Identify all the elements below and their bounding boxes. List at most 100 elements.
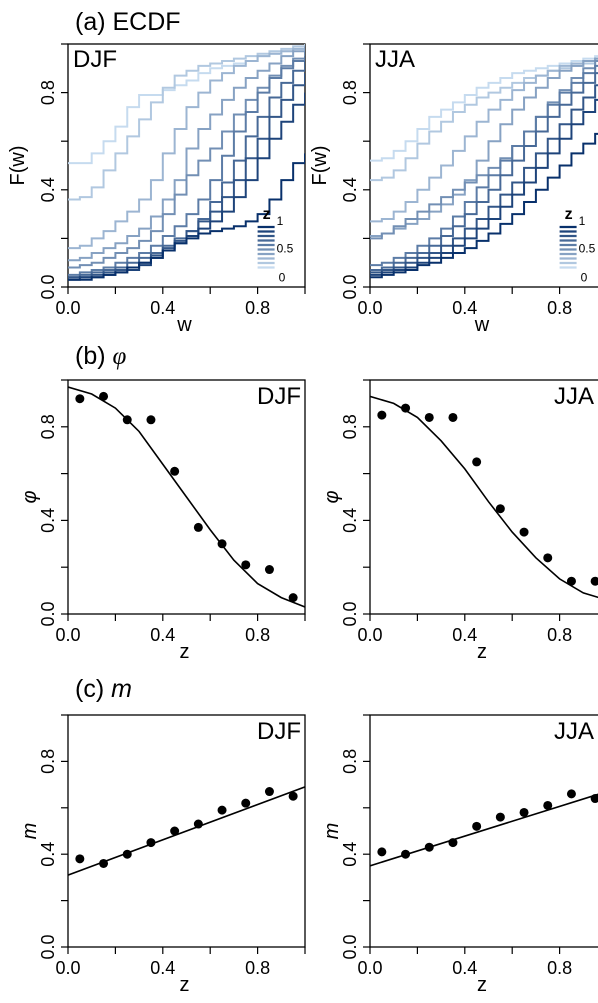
ecdf-djf-ytick-label: 0.4 [38,177,58,202]
m-djf-ytick-label: 0.8 [38,749,58,774]
phi-djf-xlabel: z [180,641,190,663]
phi-jja-ytick-label: 0.0 [340,601,360,626]
m-jja-plot-area [370,789,598,865]
ecdf-jja-ytick-label: 0.8 [340,80,360,105]
ecdf-jja-series-z0.85 [370,88,598,275]
m-djf-point [218,806,227,815]
m-jja-point [472,822,481,831]
m-jja-point [401,850,410,859]
m-jja-xtick-label: 0.8 [547,958,572,978]
phi-djf-point [289,593,298,602]
ecdf-jja-xtick-label: 0.4 [452,298,477,318]
m-jja-season-label: JJA [554,718,594,745]
ecdf-jja-series-z0.55 [370,61,598,265]
phi-djf-season-label: DJF [257,383,301,410]
m-jja-point [567,789,576,798]
phi-djf-ylabel: φ [19,490,41,503]
m-jja-point [425,843,434,852]
ecdf-jja-chart: 0.0 0.4 0.8 0.0 0.4 0.8 w F(w) z 1 0.5 0 JJA [309,44,598,336]
phi-jja-xlabel: z [477,641,487,663]
m-djf-point [75,854,84,863]
phi-jja-xtick-label: 0.8 [547,625,572,645]
ecdf-jja-legend-label: 0.5 [579,241,596,255]
ecdf-djf-xtick-label: 0.8 [245,298,270,318]
phi-djf-point [123,415,132,424]
phi-jja-point [520,528,529,537]
phi-djf-xtick-label: 0.4 [150,625,175,645]
m-djf-ytick-label: 0.0 [38,934,58,959]
m-jja-point [448,838,457,847]
phi-jja-xtick-label: 0.4 [452,625,477,645]
m-djf-plot-area [68,787,305,875]
m-djf-xtick-label: 0.0 [55,958,80,978]
m-djf-point [289,792,298,801]
ecdf-djf-xtick-label: 0.4 [150,298,175,318]
m-jja-point [591,794,598,803]
m-jja-ytick-label: 0.4 [340,842,360,867]
panel-b-prefix: (b) [75,342,113,370]
m-jja-ytick-label: 0.0 [340,934,360,959]
phi-djf-point [170,467,179,476]
ecdf-djf-chart: 0.0 0.4 0.80.00.40.8wF(w)z 10.50DJF [7,44,305,336]
ecdf-jja-ytick-label: 0.0 [340,274,360,299]
ecdf-jja-series-z0.15 [370,59,598,181]
ecdf-jja-xtick-label: 0.0 [357,298,382,318]
phi-djf-xtick-label: 0.8 [245,625,270,645]
phi-jja-point [496,504,505,513]
phi-jja-xtick-label: 0.0 [357,625,382,645]
ecdf-jja-xlabel: w [474,314,490,336]
panel-c-title: (c) m [75,675,132,703]
m-djf-xtick-label: 0.4 [150,958,175,978]
m-djf-point [241,799,250,808]
ecdf-djf-legend-label: 1 [277,214,284,228]
phi-djf-point [194,523,203,532]
ecdf-jja-legend: z 1 0.5 0 [560,206,596,285]
ecdf-djf-ylabel: F(w) [7,146,29,186]
ecdf-djf-legend-label: 0.5 [277,241,294,255]
m-djf-point [170,827,179,836]
phi-jja-point [377,411,386,420]
m-jja-chart: 0.0 0.4 0.8 0.0 0.4 0.8 z m JJA [321,715,598,996]
phi-jja-plot-area [370,396,598,600]
phi-jja-frame [370,380,598,614]
ecdf-jja-legend-label: 1 [579,214,586,228]
m-jja-xtick-label: 0.0 [357,958,382,978]
m-jja-frame [370,715,598,947]
ecdf-djf-season-label: DJF [73,46,117,73]
ecdf-jja-legend-title: z [565,206,573,223]
m-jja-ylabel: m [321,823,343,840]
phi-djf-point [241,560,250,569]
m-djf-xlabel: z [180,974,190,996]
m-jja-xlabel: z [477,974,487,996]
ecdf-jja-legend-label: 0 [581,271,588,285]
ecdf-jja-ytick-label: 0.4 [340,177,360,202]
phi-jja-ytick-label: 0.4 [340,508,360,533]
phi-jja-point [425,413,434,422]
phi-djf-plot-area [68,387,305,607]
panel-c-symbol: m [111,675,132,703]
m-djf-point [123,850,132,859]
phi-djf-point [218,539,227,548]
ecdf-djf-xtick-label: 0.0 [55,298,80,318]
m-djf-xtick-label: 0.8 [245,958,270,978]
m-djf-season-label: DJF [257,718,301,745]
m-djf-point [146,838,155,847]
panel-c-prefix: (c) [75,675,111,703]
ecdf-djf-legend-label: 0 [279,271,286,285]
m-djf-point [265,787,274,796]
ecdf-djf-legend: z 1 0.5 0 [258,206,294,285]
phi-djf-point [146,415,155,424]
phi-jja-ylabel: φ [321,490,343,503]
ecdf-jja-ylabel: F(w) [309,146,331,186]
m-jja-point [496,813,505,822]
phi-jja-point [472,457,481,466]
m-djf-ylabel: m [19,823,41,840]
phi-djf-chart: 0.0 0.4 0.80.00.40.8zφDJF [19,380,305,663]
panel-b-symbol: φ [113,343,127,370]
phi-jja-point [567,577,576,586]
panel-b-title: (b) φ [75,342,127,370]
ecdf-djf-legend-title: z [263,206,271,223]
m-jja-ytick-label: 0.8 [340,749,360,774]
